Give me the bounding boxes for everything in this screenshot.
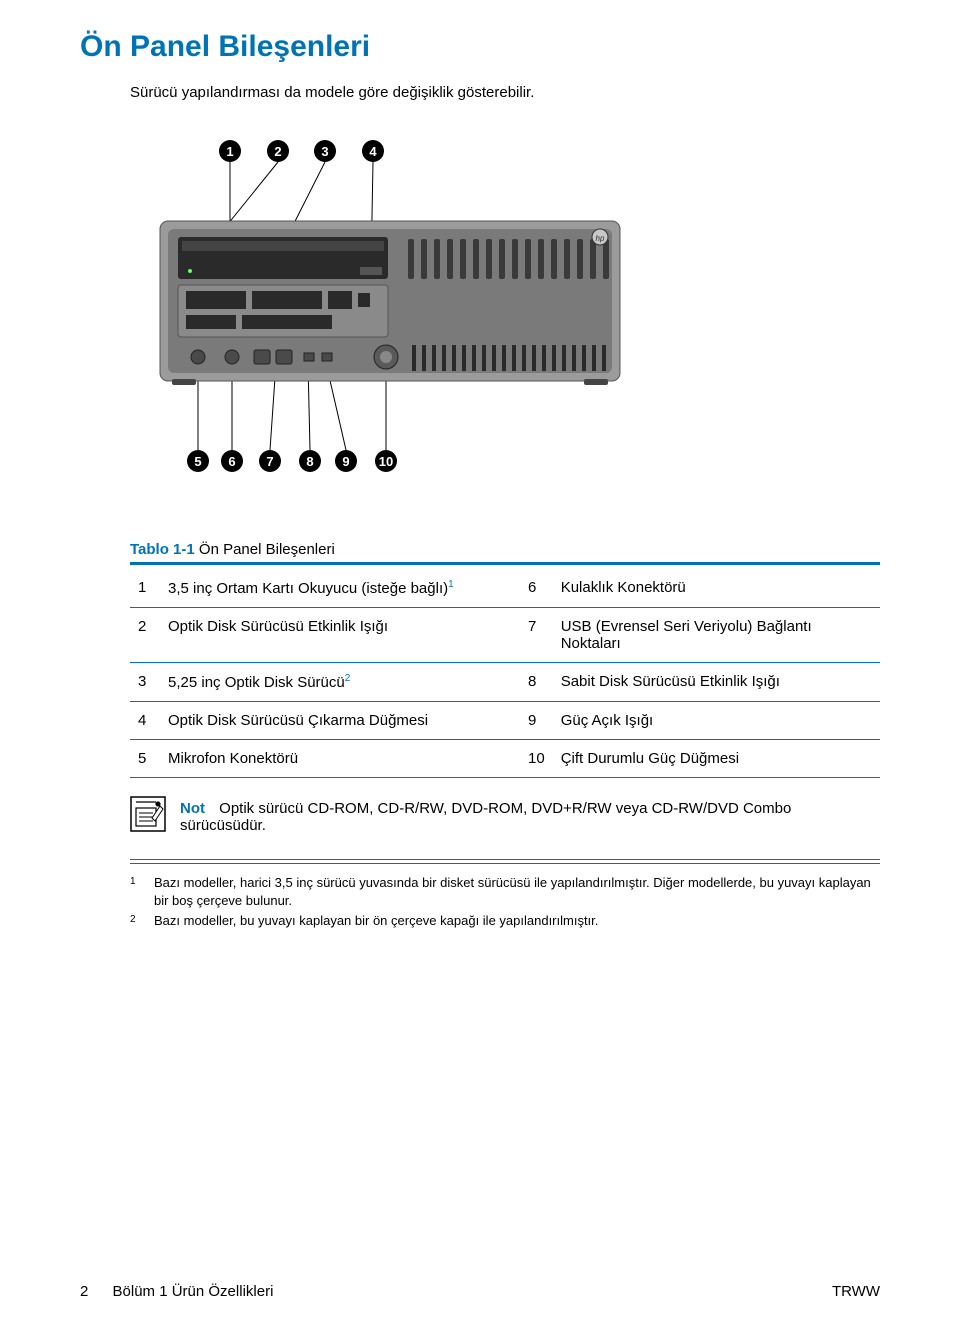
row-label-right: Kulaklık Konektörü	[553, 569, 880, 608]
table-row: 2Optik Disk Sürücüsü Etkinlik Işığı7USB …	[130, 608, 880, 663]
footnotes: 1 Bazı modeller, harici 3,5 inç sürücü yu…	[130, 874, 880, 933]
page-title: Ön Panel Bileşenleri	[80, 30, 880, 64]
row-label-left: Mikrofon Konektörü	[160, 740, 520, 778]
page-number: 2	[80, 1283, 88, 1300]
row-num-right: 10	[520, 740, 553, 778]
note-label: Not	[180, 800, 205, 817]
note-block: Not Optik sürücü CD-ROM, CD-R/RW, DVD-RO…	[130, 796, 880, 860]
table-top-rule	[130, 562, 880, 565]
components-table: 13,5 inç Ortam Kartı Okuyucu (isteğe bağ…	[130, 569, 880, 778]
row-num-left: 1	[130, 569, 160, 608]
row-num-left: 4	[130, 702, 160, 740]
footnote-ref: 2	[345, 673, 351, 684]
row-label-left: 3,5 inç Ortam Kartı Okuyucu (isteğe bağl…	[160, 569, 520, 608]
footnote-text: Bazı modeller, bu yuvayı kaplayan bir ön…	[154, 912, 598, 930]
row-num-right: 9	[520, 702, 553, 740]
row-num-right: 8	[520, 663, 553, 702]
row-num-right: 7	[520, 608, 553, 663]
table-row: 13,5 inç Ortam Kartı Okuyucu (isteğe bağ…	[130, 569, 880, 608]
svg-text:7: 7	[266, 454, 273, 469]
footnote-ref: 1	[448, 579, 454, 590]
row-label-right: USB (Evrensel Seri Veriyolu) Bağlantı No…	[553, 608, 880, 663]
svg-text:10: 10	[379, 454, 393, 469]
chapter-label: Bölüm 1 Ürün Özellikleri	[113, 1283, 274, 1300]
row-label-left: Optik Disk Sürücüsü Etkinlik Işığı	[160, 608, 520, 663]
svg-text:3: 3	[321, 144, 328, 159]
svg-text:9: 9	[342, 454, 349, 469]
footnote-num: 1	[130, 874, 144, 910]
svg-text:4: 4	[369, 144, 377, 159]
row-num-left: 5	[130, 740, 160, 778]
footnote: 2 Bazı modeller, bu yuvayı kaplayan bir ö…	[130, 912, 880, 930]
row-num-left: 3	[130, 663, 160, 702]
table-caption-text: Ön Panel Bileşenleri	[199, 541, 335, 558]
table-row: 5Mikrofon Konektörü10Çift Durumlu Güç Dü…	[130, 740, 880, 778]
svg-text:5: 5	[194, 454, 201, 469]
row-label-left: Optik Disk Sürücüsü Çıkarma Düğmesi	[160, 702, 520, 740]
svg-text:1: 1	[226, 144, 233, 159]
note-text: Optik sürücü CD-ROM, CD-R/RW, DVD-ROM, D…	[180, 800, 791, 834]
note-icon	[130, 796, 166, 837]
footer-right: TRWW	[832, 1283, 880, 1300]
row-label-right: Sabit Disk Sürücüsü Etkinlik Işığı	[553, 663, 880, 702]
svg-text:hp: hp	[596, 234, 605, 243]
table-caption: Tablo 1-1 Ön Panel Bileşenleri	[130, 541, 880, 558]
footnote: 1 Bazı modeller, harici 3,5 inç sürücü yu…	[130, 874, 880, 910]
row-label-right: Güç Açık Işığı	[553, 702, 880, 740]
row-label-right: Çift Durumlu Güç Düğmesi	[553, 740, 880, 778]
table-row: 4Optik Disk Sürücüsü Çıkarma Düğmesi9Güç…	[130, 702, 880, 740]
front-panel-diagram: 1 2 3 4 5 6 7 8 9 10	[130, 131, 880, 506]
table-caption-prefix: Tablo 1-1	[130, 541, 195, 558]
row-label-left: 5,25 inç Optik Disk Sürücü2	[160, 663, 520, 702]
svg-text:6: 6	[228, 454, 235, 469]
intro-text: Sürücü yapılandırması da modele göre değ…	[130, 84, 880, 101]
svg-text:2: 2	[274, 144, 281, 159]
note-bottom-rule-2	[130, 863, 880, 864]
footnote-text: Bazı modeller, harici 3,5 inç sürücü yuv…	[154, 874, 880, 910]
row-num-left: 2	[130, 608, 160, 663]
page-footer: 2 Bölüm 1 Ürün Özellikleri TRWW	[80, 1263, 880, 1300]
row-num-right: 6	[520, 569, 553, 608]
table-row: 35,25 inç Optik Disk Sürücü28Sabit Disk …	[130, 663, 880, 702]
svg-text:8: 8	[306, 454, 313, 469]
footnote-num: 2	[130, 912, 144, 930]
